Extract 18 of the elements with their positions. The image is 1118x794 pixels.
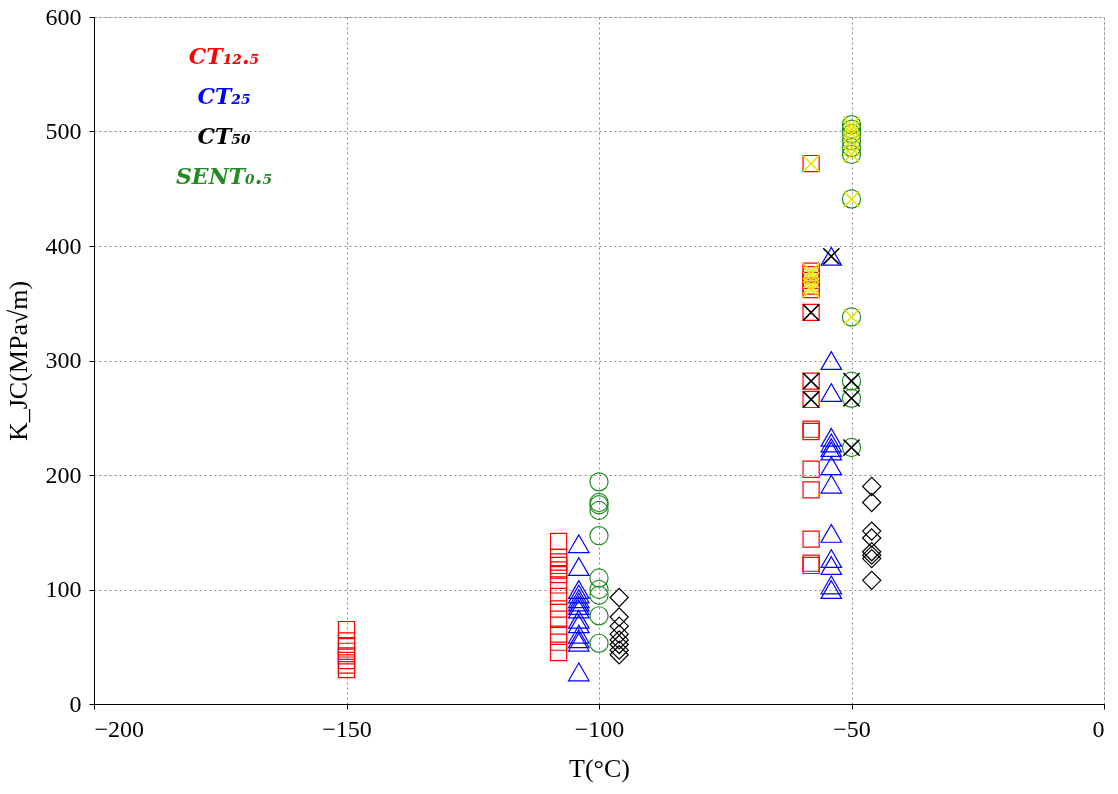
x-tick-label: −50 — [833, 715, 871, 742]
y-tick-label: 0 — [69, 690, 82, 717]
y-tick-label: 200 — [45, 461, 82, 488]
x-axis-title: T(°C) — [569, 753, 630, 783]
y-axis-title: K_JC(MPa√m) — [3, 280, 33, 442]
y-tick-label: 400 — [45, 232, 82, 259]
y-tick-label: 500 — [45, 118, 82, 144]
y-tick-label: 300 — [45, 347, 82, 373]
y-tick-label: 100 — [45, 576, 82, 602]
text: SENT₀.₅ — [175, 163, 273, 189]
x-tick-label: −200 — [94, 715, 145, 742]
x-tick-label: 0 — [1092, 715, 1105, 742]
y-tick-label: 600 — [45, 3, 82, 30]
x-tick-label: −150 — [322, 715, 372, 742]
text: CT₂₅ — [197, 83, 251, 109]
text: CT₁₂.₅ — [188, 43, 260, 69]
x-tick-label: −100 — [574, 715, 625, 742]
text: CT₅₀ — [197, 123, 251, 149]
